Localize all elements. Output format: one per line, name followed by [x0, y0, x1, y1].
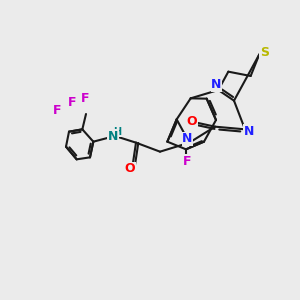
Text: N: N	[182, 132, 193, 145]
Text: F: F	[53, 103, 61, 116]
Text: H: H	[113, 127, 121, 137]
Text: F: F	[68, 96, 76, 109]
Text: N: N	[244, 125, 254, 138]
Text: S: S	[260, 46, 269, 59]
Text: O: O	[186, 115, 197, 128]
Text: N: N	[211, 79, 221, 92]
Text: F: F	[183, 155, 191, 168]
Text: O: O	[124, 163, 135, 176]
Text: F: F	[81, 92, 89, 105]
Text: N: N	[108, 130, 118, 142]
